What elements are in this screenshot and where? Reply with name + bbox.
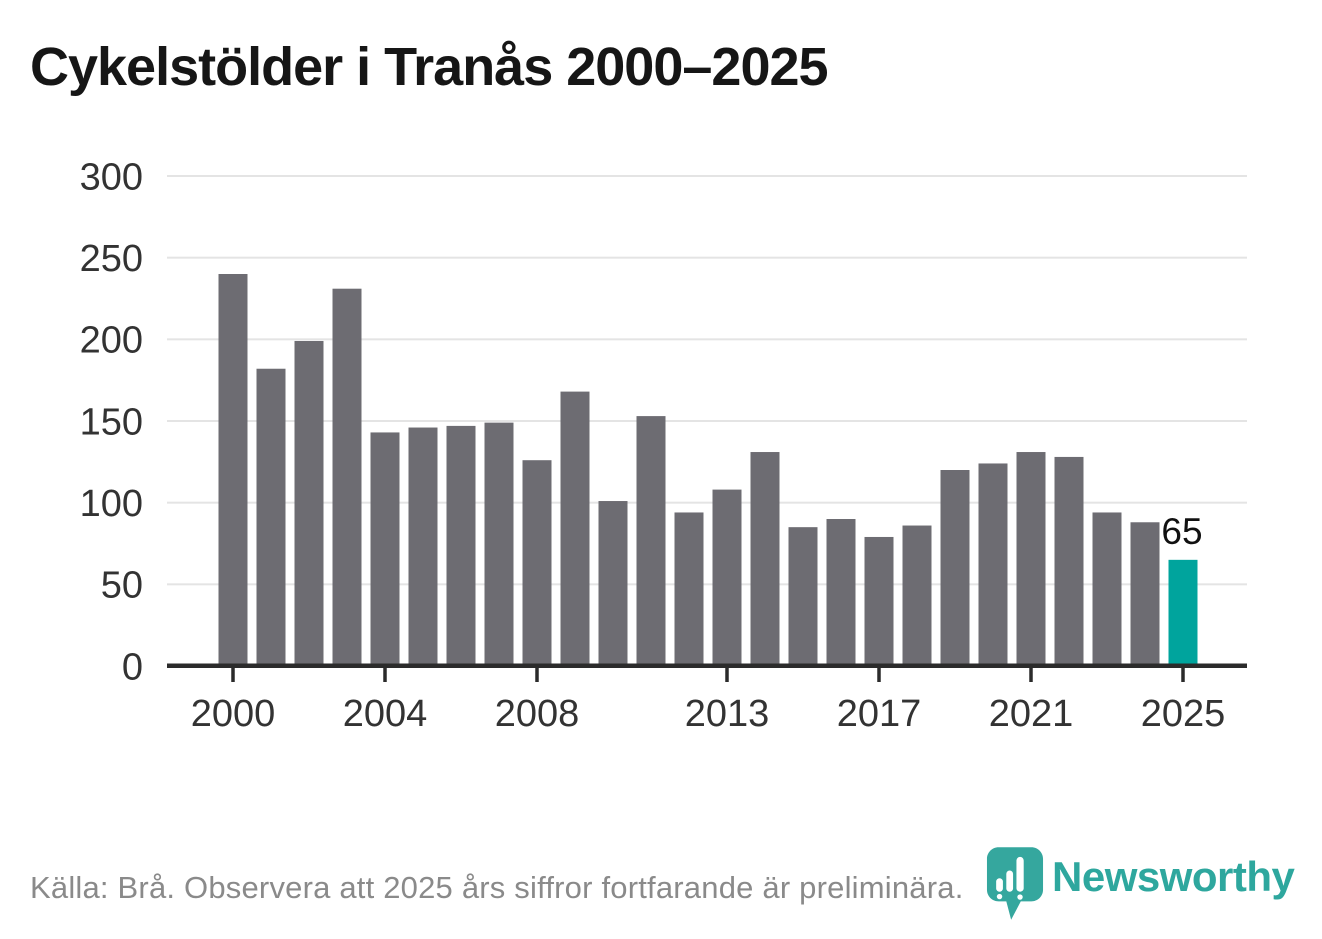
gridline-100: [167, 501, 1247, 504]
y-axis-label-300: 300: [80, 156, 143, 198]
y-axis-label-0: 0: [122, 646, 143, 688]
bar-2012: [674, 512, 704, 666]
y-axis-label-150: 150: [80, 401, 143, 443]
x-axis-label-2017: 2017: [837, 693, 922, 735]
bar-2008: [522, 460, 552, 666]
x-tick-2025: [1181, 666, 1185, 682]
bar-2016: [826, 519, 856, 666]
x-axis-label-2021: 2021: [989, 693, 1074, 735]
bar-2005: [408, 427, 438, 666]
bar-2017: [864, 536, 894, 666]
y-axis-label-100: 100: [80, 483, 143, 525]
gridline-250: [167, 256, 1247, 259]
gridline-200: [167, 338, 1247, 341]
bar-2015: [788, 527, 818, 666]
bar-2022: [1054, 456, 1084, 666]
bar-2002: [294, 340, 324, 666]
bar-2007: [484, 422, 514, 666]
bar-2009: [560, 391, 590, 666]
x-axis-label-2004: 2004: [343, 693, 428, 735]
x-tick-2017: [877, 666, 881, 682]
newsworthy-logo: Newsworthy: [986, 844, 1306, 934]
x-tick-2004: [383, 666, 387, 682]
x-axis-label-2013: 2013: [685, 693, 770, 735]
gridline-150: [167, 420, 1247, 422]
gridline-50: [167, 583, 1247, 586]
x-tick-2008: [535, 666, 539, 682]
bar-2004: [370, 432, 400, 666]
bar-2024: [1130, 522, 1160, 666]
gridline-300: [167, 175, 1247, 177]
bar-2003: [332, 288, 362, 666]
x-axis-label-2008: 2008: [495, 693, 580, 735]
newsworthy-pin-icon: [986, 847, 1044, 920]
bar-highlight-2025: [1168, 559, 1198, 666]
x-axis-label-2000: 2000: [191, 693, 276, 735]
bar-2023: [1092, 512, 1122, 666]
source-note: Källa: Brå. Observera att 2025 års siffr…: [30, 870, 964, 905]
y-axis-label-50: 50: [101, 565, 143, 607]
bar-2018: [902, 525, 932, 666]
bar-2020: [978, 463, 1008, 666]
x-tick-2013: [725, 666, 729, 682]
bar-2019: [940, 470, 970, 666]
bar-2000: [218, 274, 248, 666]
bar-2006: [446, 425, 476, 666]
bar-2021: [1016, 452, 1046, 666]
y-axis-label-200: 200: [80, 320, 143, 362]
x-tick-2021: [1029, 666, 1033, 682]
x-axis-label-2025: 2025: [1141, 693, 1226, 735]
highlight-value-label: 65: [1161, 511, 1202, 552]
y-axis-label-250: 250: [80, 238, 143, 280]
bar-2001: [256, 368, 286, 666]
chart-title: Cykelstölder i Tranås 2000–2025: [30, 37, 829, 97]
x-tick-2000: [231, 666, 235, 682]
bar-2014: [750, 452, 780, 666]
bar-2010: [598, 501, 628, 666]
x-axis-line: [167, 663, 1247, 668]
newsworthy-wordmark: Newsworthy: [1052, 853, 1295, 900]
bar-2011: [636, 416, 666, 666]
bar-2013: [712, 489, 742, 666]
